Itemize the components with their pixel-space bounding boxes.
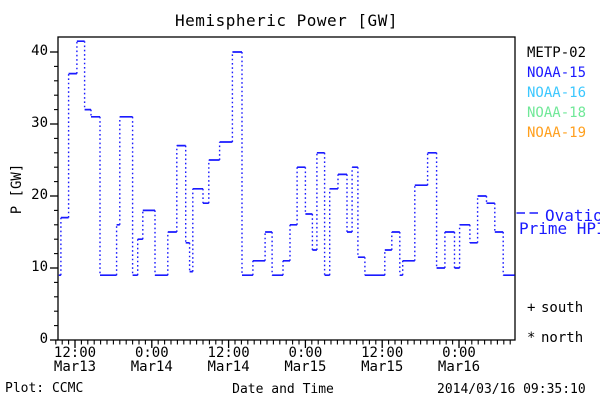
- x-tick-label: 12:00 Mar13: [53, 345, 97, 375]
- plot-frame: [57, 36, 516, 341]
- y-tick-label: 0: [39, 331, 48, 347]
- legend-item-noaa-19: NOAA-19: [527, 125, 587, 141]
- x-tick-label: 0:00 Mar15: [284, 345, 327, 375]
- x-tick-label: 0:00 Mar14: [130, 345, 173, 375]
- x-tick-label: 12:00 Mar15: [361, 345, 404, 375]
- legend-item-metp-02: METP-02: [527, 45, 587, 61]
- legend-item-noaa-15: NOAA-15: [527, 65, 587, 81]
- legend-item-noaa-18: NOAA-18: [527, 105, 587, 121]
- y-tick-label: 30: [31, 115, 48, 131]
- hpi-curve-connectors: [60, 41, 504, 276]
- north-marker-legend: * north: [527, 330, 583, 346]
- south-label: south: [541, 300, 584, 316]
- plot-credit: Plot: CCMC: [5, 381, 84, 396]
- plot-timestamp: 2014/03/16 09:35:10: [437, 382, 586, 397]
- plus-marker-icon: +: [527, 300, 536, 316]
- x-tick-label: 12:00 Mar14: [207, 345, 250, 375]
- asterisk-marker-icon: *: [527, 330, 536, 346]
- y-tick-label: 10: [31, 259, 48, 275]
- ovation-legend-line2: Prime HPI: [519, 219, 600, 238]
- ovation-legend-line1: Ovation: [545, 206, 600, 225]
- legend-item-noaa-16: NOAA-16: [527, 85, 587, 101]
- hpi-curve-steps: [58, 40, 515, 277]
- south-marker-legend: + south: [527, 300, 583, 316]
- north-label: north: [541, 330, 584, 346]
- y-tick-label: 20: [31, 187, 48, 203]
- x-tick-label: 0:00 Mar16: [437, 345, 481, 375]
- x-axis-label: Date and Time: [232, 382, 334, 397]
- y-tick-label: 40: [31, 43, 48, 59]
- chart-title: Hemispheric Power [GW]: [175, 11, 398, 30]
